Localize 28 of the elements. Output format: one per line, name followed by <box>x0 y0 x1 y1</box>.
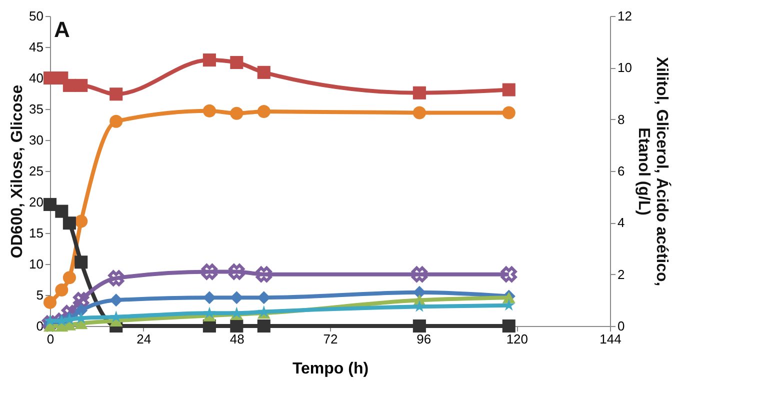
y2-tick-label: 8 <box>618 112 625 127</box>
y2-tick-label: 0 <box>618 318 625 334</box>
y2-axis-title: Xilitol, Glicerol, Ácido acético, Etanol (g/L) <box>634 56 672 286</box>
y2-tick-label: 2 <box>618 266 625 282</box>
x-tick-label: 144 <box>600 332 622 346</box>
y-tick-label: 30 <box>29 132 44 148</box>
y-tick-label: 40 <box>29 70 44 86</box>
x-tick-label: 0 <box>46 332 54 346</box>
y2-tick-label: 12 <box>618 8 632 24</box>
x-tick-label: 72 <box>323 332 338 346</box>
y-tick-label: 20 <box>29 194 44 210</box>
y-tick-label: 5 <box>36 288 44 302</box>
y-tick-label: 50 <box>29 8 44 24</box>
x-tick-label: 24 <box>136 332 152 346</box>
x-tick-label: 96 <box>416 332 432 346</box>
y-tick-label: 35 <box>29 102 44 116</box>
y-tick-label: 15 <box>29 226 44 240</box>
x-tick-label: 120 <box>506 332 528 346</box>
y-tick-label: 25 <box>29 164 44 178</box>
y2-tick-label: 4 <box>618 215 625 230</box>
y2-tick-label: 10 <box>618 60 632 76</box>
x-axis-title: Tempo (h) <box>292 360 369 378</box>
y2-tick-label: 6 <box>618 164 625 178</box>
annotation: A <box>54 17 70 42</box>
y-tick-label: 45 <box>29 40 44 54</box>
y-axis-title: OD600, Xilose, Glicose <box>9 84 26 258</box>
y-tick-label: 10 <box>29 256 44 272</box>
x-tick-label: 48 <box>230 332 244 346</box>
